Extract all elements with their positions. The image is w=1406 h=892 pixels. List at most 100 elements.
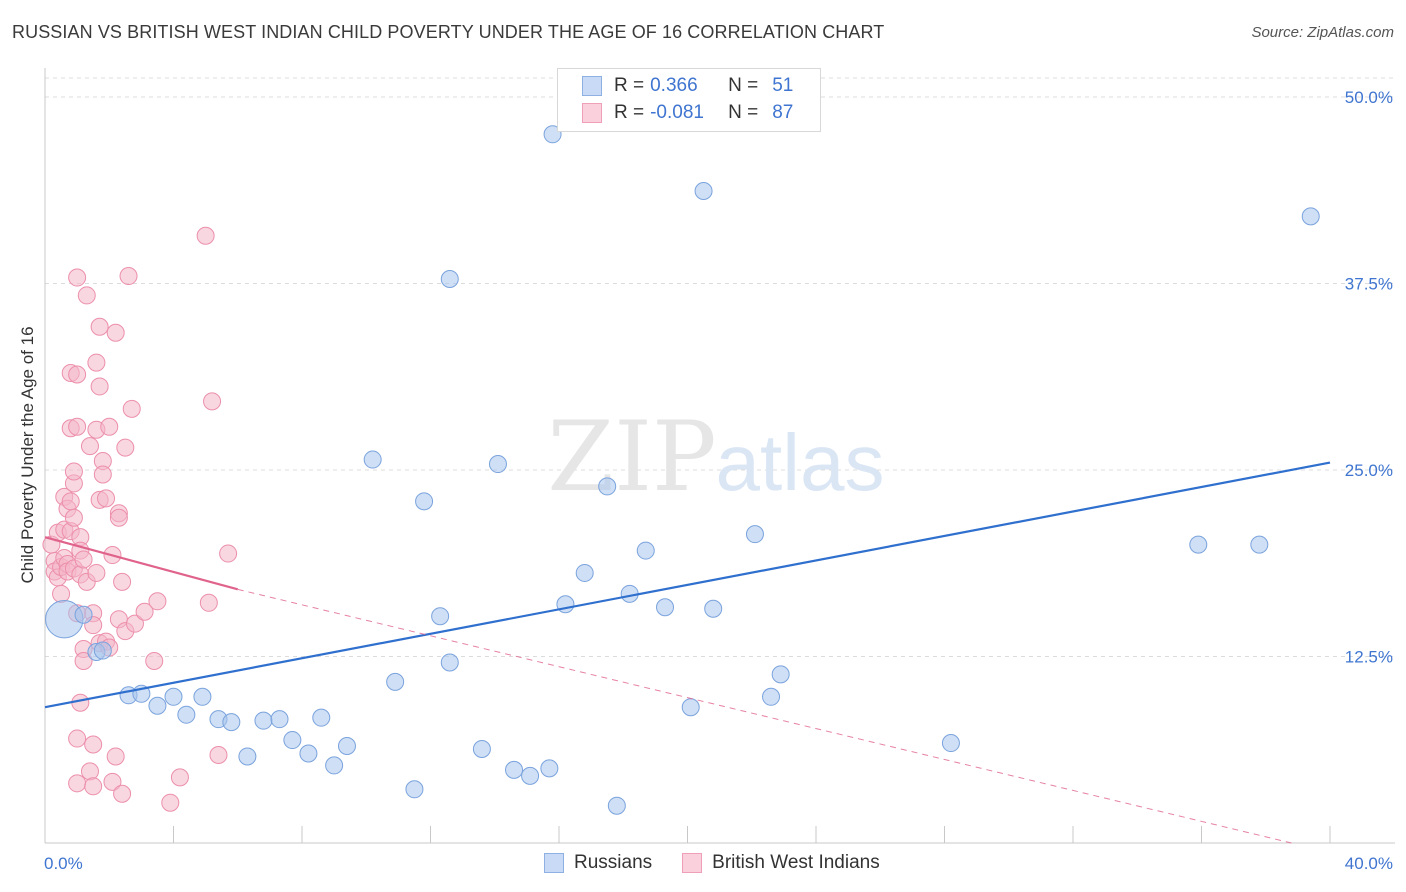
british-west-indians-point — [74, 550, 93, 569]
chart-title: RUSSIAN VS BRITISH WEST INDIAN CHILD POV… — [12, 22, 885, 42]
y-tick-label: 50.0% — [1345, 88, 1393, 107]
n-label: N = — [728, 75, 759, 96]
russians-point — [325, 756, 344, 775]
british-west-indians-point — [161, 793, 180, 812]
british-west-indians-point — [113, 784, 132, 803]
british-west-indians-point — [77, 286, 96, 305]
russians-point — [312, 708, 331, 727]
british-west-indians-point — [135, 602, 154, 621]
russians-point — [254, 711, 273, 730]
russians-point — [440, 270, 459, 289]
russians-n-value: 51 — [772, 75, 794, 96]
russians-point — [488, 455, 507, 474]
british-west-indians-point — [106, 323, 125, 342]
british-west-indians-point — [119, 267, 138, 286]
russians-swatch — [582, 76, 602, 96]
x-tick-label: 0.0% — [44, 854, 83, 873]
russians-point — [164, 687, 183, 706]
legend-british-west-indians-label: British West Indians — [712, 852, 880, 873]
british-west-indians-point — [68, 417, 87, 436]
y-tick-label: 12.5% — [1345, 648, 1393, 667]
british-west-indians-point — [64, 508, 83, 527]
russians-point — [521, 766, 540, 785]
british-west-indians-point — [209, 745, 228, 764]
british-west-indians-point — [84, 735, 103, 754]
russians-point — [681, 698, 700, 717]
british-west-indians-point — [90, 377, 109, 396]
russians-point — [598, 477, 617, 496]
russians-point — [148, 696, 167, 715]
russians-point — [762, 687, 781, 706]
british-west-indians-point — [64, 462, 83, 481]
british-west-indians-point — [122, 399, 141, 418]
russians-point — [1250, 535, 1269, 554]
russians-point — [74, 605, 93, 624]
british-west-indians-point — [68, 774, 87, 793]
british-west-indians-point — [61, 492, 80, 511]
watermark-atlas: atlas — [716, 418, 885, 507]
british-west-indians-point — [68, 365, 87, 384]
british-west-indians-point — [106, 747, 125, 766]
british-west-indians-point — [125, 614, 144, 633]
british-west-indians-point — [80, 762, 99, 781]
british-west-indians-point — [90, 317, 109, 336]
legend-russians-label: Russians — [574, 852, 653, 873]
british-west-indians-point — [145, 651, 164, 670]
british-west-indians-point — [84, 777, 103, 796]
russians-r-value: 0.366 — [650, 75, 698, 96]
russians-trend-line — [44, 461, 1331, 709]
russians-point — [656, 598, 675, 617]
british-west-indians-point — [116, 438, 135, 457]
r-label: R = — [614, 75, 645, 96]
y-tick-label: 37.5% — [1345, 275, 1393, 294]
russians-point — [704, 599, 723, 618]
russians-point — [299, 744, 318, 763]
russians-point — [193, 687, 212, 706]
russians-point — [575, 563, 594, 582]
british-west-indians-r-value: -0.081 — [650, 102, 704, 123]
russians-point — [238, 747, 257, 766]
legend-russians-swatch — [544, 853, 564, 873]
russians-point — [337, 737, 356, 756]
russians-point — [415, 492, 434, 511]
correlation-row-british-west-indians: R = -0.081 N = 87 — [582, 100, 793, 126]
british-west-indians-point — [87, 563, 106, 582]
british-west-indians-point — [103, 772, 122, 791]
r-label: R = — [614, 102, 645, 123]
british-west-indians-point — [113, 572, 132, 591]
russians-point — [472, 740, 491, 759]
n-label: N = — [728, 102, 759, 123]
british-west-indians-point — [109, 508, 128, 527]
british-west-indians-point — [87, 353, 106, 372]
british-west-indians-point — [93, 465, 112, 484]
british-west-indians-point — [80, 437, 99, 456]
british-west-indians-point — [68, 729, 87, 748]
russians-point — [1189, 535, 1208, 554]
russians-point — [543, 125, 562, 144]
british-west-indians-point — [199, 593, 218, 612]
russians-point — [283, 731, 302, 750]
russians-point — [270, 710, 289, 729]
russians-point — [440, 653, 459, 672]
russians-point — [607, 796, 626, 815]
british-west-indians-trend-extension — [237, 588, 1292, 844]
russians-point — [1301, 207, 1320, 226]
legend-item-british-west-indians[interactable]: British West Indians — [682, 852, 880, 874]
correlation-row-russians: R = 0.366 N = 51 — [582, 73, 793, 99]
british-west-indians-point — [170, 768, 189, 787]
russians-point — [405, 780, 424, 799]
russians-point — [745, 525, 764, 544]
russians-point — [505, 760, 524, 779]
correlation-legend: R = 0.366 N = 51 R = -0.081 N = 87 — [557, 68, 821, 132]
chart-source: Source: ZipAtlas.com — [1251, 24, 1394, 41]
british-west-indians-trend-line — [44, 536, 239, 591]
british-west-indians-point — [68, 268, 87, 287]
russians-point — [941, 734, 960, 753]
british-west-indians-point — [196, 226, 215, 245]
watermark-zip: ZIP — [547, 401, 716, 513]
russians-point — [222, 713, 241, 732]
british-west-indians-point — [203, 392, 222, 411]
legend-item-russians[interactable]: Russians — [544, 852, 652, 874]
russians-point — [431, 607, 450, 626]
